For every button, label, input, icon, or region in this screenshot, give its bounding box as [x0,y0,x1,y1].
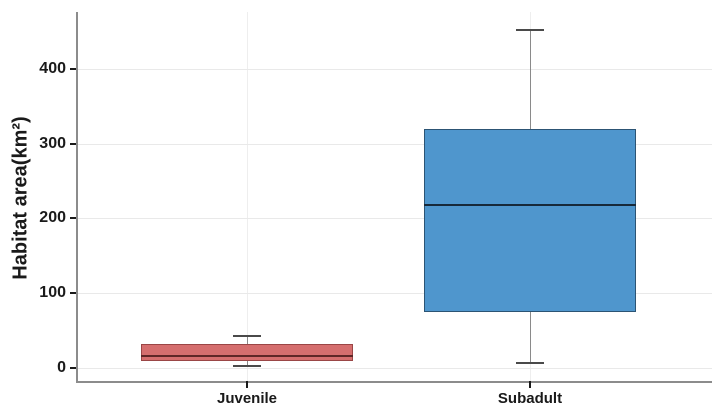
y-axis-line [76,12,78,382]
vertical-gridline [247,12,248,381]
box-subadult [424,128,636,313]
horizontal-gridline [78,69,712,70]
lower-whisker-cap [516,362,544,365]
y-axis-tick [70,68,77,70]
horizontal-gridline [78,144,712,145]
upper-whisker-line [530,29,531,129]
y-tick-label: 300 [39,135,66,152]
y-axis-tick [70,292,77,294]
horizontal-gridline [78,218,712,219]
x-tick-label: Juvenile [216,390,278,407]
x-axis-tick [529,381,531,388]
y-axis-tick [70,143,77,145]
horizontal-gridline [78,368,712,369]
y-tick-label: 400 [39,60,66,77]
lower-whisker-cap [233,365,261,368]
x-tick-label: Subadult [497,390,563,407]
y-tick-label: 100 [39,284,66,301]
lower-whisker-line [247,361,248,367]
x-axis-line [76,381,712,383]
lower-whisker-line [530,312,531,364]
x-axis-tick [246,381,248,388]
box-juvenile [141,343,353,362]
upper-whisker-line [247,336,248,344]
median-line-subadult [424,203,636,206]
upper-whisker-cap [516,28,544,31]
y-axis-tick [70,367,77,369]
upper-whisker-cap [233,335,261,338]
y-tick-label: 0 [57,359,66,376]
horizontal-gridline [78,293,712,294]
median-line-juvenile [141,354,353,357]
y-tick-label: 200 [39,209,66,226]
y-axis-tick [70,217,77,219]
